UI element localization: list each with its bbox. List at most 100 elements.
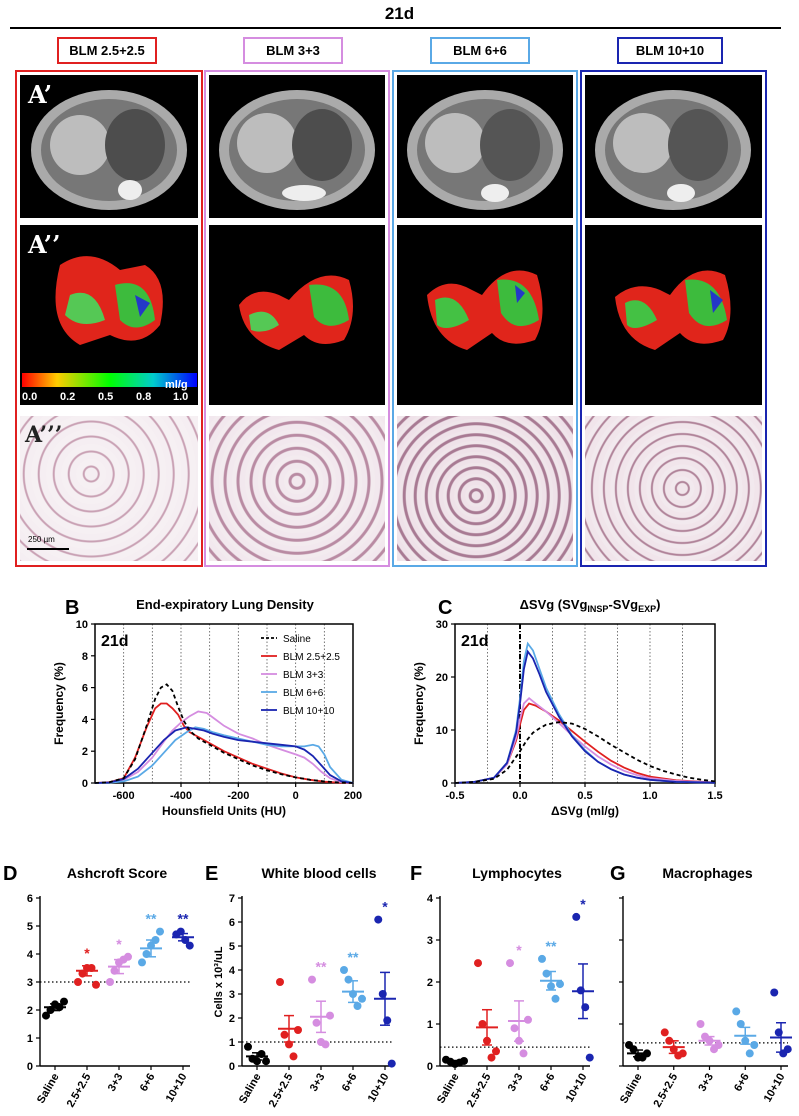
scalebar bbox=[27, 548, 69, 550]
chart-e-data-point bbox=[280, 1030, 289, 1039]
chart-e-xtick-label: Saline bbox=[237, 1072, 264, 1106]
chart-d-xtick-label: 10+10 bbox=[164, 1072, 190, 1105]
panel-letter-g: G bbox=[610, 863, 626, 885]
chart-c-ytick-label: 20 bbox=[436, 672, 448, 684]
chart-g-data-point bbox=[660, 1028, 669, 1037]
chart-e-data-point bbox=[253, 1057, 261, 1066]
colorbar-tick-4: 1.0 bbox=[173, 391, 189, 403]
colorbar-unit: ml/g bbox=[165, 379, 188, 391]
chart-g-data-point bbox=[678, 1049, 687, 1058]
chart-g-data-point bbox=[750, 1041, 759, 1049]
chart-b-title: End-expiratory Lung Density bbox=[136, 597, 314, 612]
chart-e-xtick-label: 3+3 bbox=[308, 1072, 328, 1094]
chart-e-ytick-label: 7 bbox=[229, 893, 235, 905]
chart-d-data-point bbox=[185, 941, 194, 950]
chart-f-significance: * bbox=[580, 896, 586, 912]
ct-image-2 bbox=[209, 75, 385, 218]
chart-e-data-point bbox=[358, 994, 366, 1003]
chart-d-ytick-label: 5 bbox=[27, 921, 33, 933]
colorbar bbox=[22, 373, 197, 387]
chart-f-data-point bbox=[510, 1024, 519, 1033]
chart-f: F Lymphocytes 0 1 2 3 4 Saline 2.5+2.5 3+3 * 6+6 ** 1… bbox=[410, 863, 594, 1110]
chart-e-data-point bbox=[321, 1040, 330, 1049]
scalebar-label: 250 µm bbox=[28, 535, 55, 544]
chart-d: D Ashcroft Score 0 1 2 3 4 5 6 Saline 2.5+2.5 * 3+3 *… bbox=[3, 863, 194, 1110]
group-label-3: BLM 6+6 bbox=[430, 37, 530, 64]
chart-g-data-point bbox=[696, 1020, 705, 1028]
chart-f-xtick-label: Saline bbox=[435, 1072, 462, 1106]
chart-f-data-point bbox=[572, 912, 581, 921]
chart-e-data-point bbox=[326, 1011, 334, 1020]
chart-e-ytick-label: 3 bbox=[229, 989, 235, 1001]
chart-f-data-point bbox=[474, 959, 482, 968]
chart-b-ytick-label: 2 bbox=[82, 746, 88, 758]
panel-letter-c: C bbox=[438, 597, 452, 619]
chart-b-xtick-label: -400 bbox=[170, 790, 192, 802]
chart-d-data-point bbox=[124, 952, 132, 961]
chart-c-ytick-label: 30 bbox=[436, 619, 448, 631]
chart-b-xtick-label: -200 bbox=[227, 790, 249, 802]
chart-f-ytick-label: 4 bbox=[427, 893, 434, 905]
chart-d-significance: ** bbox=[178, 911, 189, 927]
chart-d-data-point bbox=[60, 997, 68, 1006]
histology-image-4 bbox=[585, 416, 762, 561]
group-label-1: BLM 2.5+2.5 bbox=[57, 37, 157, 64]
chart-b-series-line bbox=[94, 683, 354, 784]
chart-e-significance: ** bbox=[348, 949, 359, 965]
chart-e-data-point bbox=[340, 966, 348, 974]
chart-g-xtick-label: 3+3 bbox=[696, 1072, 716, 1094]
chart-d-xtick-label: 3+3 bbox=[106, 1072, 126, 1094]
title-rule bbox=[10, 27, 781, 29]
chart-f-title: Lymphocytes bbox=[472, 865, 562, 881]
chart-b-xlabel: Hounsfield Units (HU) bbox=[162, 804, 286, 818]
colorbar-tick-2: 0.5 bbox=[98, 391, 114, 403]
chart-e-ytick-label: 6 bbox=[229, 917, 235, 929]
chart-c-xtick-label: 0.0 bbox=[512, 790, 527, 802]
chart-g-xtick-label: 6+6 bbox=[732, 1072, 752, 1094]
chart-b-legend-label: Saline bbox=[283, 634, 311, 645]
chart-e-data-point bbox=[308, 975, 316, 984]
chart-d-data-point bbox=[106, 978, 114, 986]
chart-b-ylabel: Frequency (%) bbox=[52, 662, 66, 745]
chart-e-data-point bbox=[276, 978, 284, 986]
chart-d-data-point bbox=[74, 978, 82, 986]
chart-e-xtick-label: 2.5+2.5 bbox=[267, 1072, 296, 1110]
chart-e-data-point bbox=[244, 1042, 252, 1051]
chart-e-data-point bbox=[294, 1026, 302, 1034]
chart-f-data-point bbox=[487, 1053, 496, 1062]
chart-g-data-point bbox=[629, 1045, 638, 1054]
histology-image-1 bbox=[20, 416, 198, 561]
chart-e-data-point bbox=[387, 1059, 396, 1068]
chart-f-data-point bbox=[524, 1015, 532, 1024]
chart-b-series-line bbox=[94, 726, 354, 784]
chart-c-annotation: 21d bbox=[461, 633, 489, 650]
row-label-histology: A’’’ bbox=[25, 422, 63, 448]
chart-e-ytick-label: 5 bbox=[229, 941, 235, 953]
chart-f-xtick-label: 2.5+2.5 bbox=[465, 1072, 494, 1110]
chart-c-ytick-label: 10 bbox=[436, 725, 448, 737]
chart-d-data-point bbox=[42, 1011, 50, 1020]
histology-image-3 bbox=[397, 416, 573, 561]
chart-e-data-point bbox=[289, 1052, 298, 1061]
chart-b-xtick-label: -600 bbox=[113, 790, 135, 802]
chart-f-data-point bbox=[538, 954, 546, 963]
chart-f-significance: * bbox=[516, 942, 522, 958]
row-label-density: A’’ bbox=[28, 230, 61, 259]
chart-f-data-point bbox=[585, 1053, 594, 1062]
chart-c-xtick-label: 1.5 bbox=[707, 790, 722, 802]
blank-band-3 bbox=[397, 405, 573, 415]
row-label-ct: A’ bbox=[28, 80, 53, 109]
chart-c-xtick-label: 0.5 bbox=[577, 790, 592, 802]
chart-e-ytick-label: 4 bbox=[229, 965, 236, 977]
chart-d-xtick-label: Saline bbox=[35, 1072, 62, 1106]
ct-image-4 bbox=[585, 75, 762, 218]
chart-e: E White blood cells 0 1 2 3 4 5 6 7 Cells x 10³/uL… bbox=[205, 863, 396, 1110]
colorbar-tick-3: 0.8 bbox=[136, 391, 152, 403]
chart-g: G Macrophages Saline 2.5+2.5 3+3 6+6 10+10 bbox=[610, 863, 792, 1110]
chart-g-data-point bbox=[732, 1007, 741, 1016]
chart-g-xtick-label: 2.5+2.5 bbox=[651, 1072, 680, 1110]
chart-b-legend-label: BLM 2.5+2.5 bbox=[283, 652, 340, 663]
chart-f-ytick-label: 1 bbox=[427, 1019, 433, 1031]
chart-c-xtick-label: 1.0 bbox=[642, 790, 657, 802]
chart-d-data-point bbox=[142, 950, 151, 958]
